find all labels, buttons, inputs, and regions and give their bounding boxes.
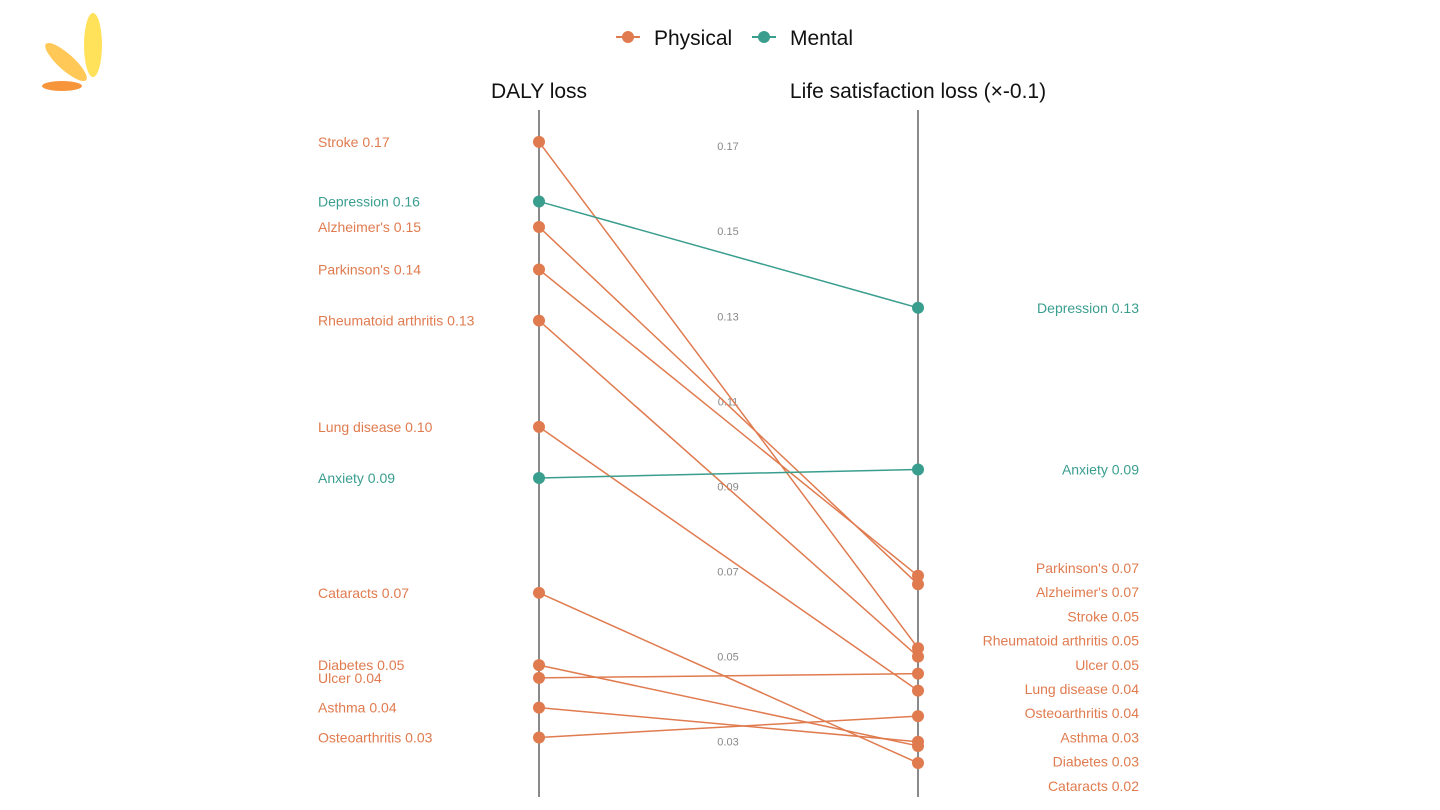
slope-line xyxy=(538,664,919,747)
tick-label: 0.07 xyxy=(717,567,738,579)
point-right xyxy=(912,642,924,655)
point-left xyxy=(533,314,545,327)
left-label: Diabetes 0.05 xyxy=(318,657,405,673)
right-label: Osteoarthritis 0.04 xyxy=(1025,705,1140,721)
tick-label: 0.17 xyxy=(717,141,738,153)
tick-label: 0.05 xyxy=(717,652,738,664)
right-label: Asthma 0.03 xyxy=(1060,729,1139,745)
logo xyxy=(42,13,102,91)
point-right xyxy=(912,569,924,582)
right-label: Anxiety 0.09 xyxy=(1062,461,1139,477)
left-label: Rheumatoid arthritis 0.13 xyxy=(318,313,475,329)
slope-line xyxy=(538,141,919,649)
right-label: Stroke 0.05 xyxy=(1067,608,1139,624)
right-label: Ulcer 0.05 xyxy=(1075,657,1139,673)
tick-label: 0.13 xyxy=(717,311,738,323)
left-label: Asthma 0.04 xyxy=(318,700,397,716)
slope-line xyxy=(538,468,919,479)
left-axis-title: DALY loss xyxy=(491,80,587,103)
legend-key-point xyxy=(622,31,634,43)
point-left xyxy=(533,586,545,599)
right-label: Rheumatoid arthritis 0.05 xyxy=(983,633,1140,649)
point-left xyxy=(533,220,545,233)
right-label: Depression 0.13 xyxy=(1037,300,1139,316)
slope-line xyxy=(538,320,919,658)
point-right xyxy=(912,301,924,314)
point-right xyxy=(912,684,924,697)
right-label: Cataracts 0.02 xyxy=(1048,778,1139,794)
right-label: Diabetes 0.03 xyxy=(1053,754,1140,770)
right-axis-title: Life satisfaction loss (×-0.1) xyxy=(790,80,1046,103)
left-label: Depression 0.16 xyxy=(318,193,420,209)
point-right xyxy=(912,463,924,476)
slope-line xyxy=(538,426,919,692)
slope-line xyxy=(538,672,919,679)
tick-label: 0.03 xyxy=(717,737,738,749)
point-left xyxy=(533,420,545,433)
left-label: Lung disease 0.10 xyxy=(318,419,433,435)
left-label: Stroke 0.17 xyxy=(318,134,390,150)
legend: Physical Mental xyxy=(616,27,853,50)
right-label: Parkinson's 0.07 xyxy=(1036,560,1139,576)
point-left xyxy=(533,471,545,484)
point-left xyxy=(533,671,545,684)
right-label: Lung disease 0.04 xyxy=(1025,681,1140,697)
point-right xyxy=(912,650,924,663)
slope-line xyxy=(538,706,919,743)
slope-line xyxy=(538,268,919,577)
right-label: Alzheimer's 0.07 xyxy=(1036,584,1139,600)
point-left xyxy=(533,659,545,672)
point-right xyxy=(912,710,924,723)
logo-leaf-orange xyxy=(42,81,82,91)
point-left xyxy=(533,731,545,744)
point-right xyxy=(912,735,924,748)
point-left xyxy=(533,263,545,276)
point-left xyxy=(533,195,545,208)
point-right xyxy=(912,578,924,591)
left-label: Anxiety 0.09 xyxy=(318,470,395,486)
legend-label: Mental xyxy=(790,27,853,50)
left-label: Parkinson's 0.14 xyxy=(318,262,421,278)
point-left xyxy=(533,701,545,714)
logo-leaf-yellow xyxy=(84,13,102,77)
slope-line xyxy=(538,715,919,739)
point-right xyxy=(912,667,924,680)
point-left xyxy=(533,135,545,148)
legend-key-point xyxy=(758,31,770,43)
left-label: Ulcer 0.04 xyxy=(318,670,382,686)
legend-label: Physical xyxy=(654,27,732,50)
slope-line xyxy=(538,592,919,764)
logo-leaf-amber xyxy=(45,42,87,82)
slope-line xyxy=(538,200,919,309)
left-label: Cataracts 0.07 xyxy=(318,585,409,601)
left-label: Alzheimer's 0.15 xyxy=(318,219,421,235)
left-label: Osteoarthritis 0.03 xyxy=(318,729,433,745)
point-right xyxy=(912,756,924,769)
tick-label: 0.15 xyxy=(717,226,738,238)
